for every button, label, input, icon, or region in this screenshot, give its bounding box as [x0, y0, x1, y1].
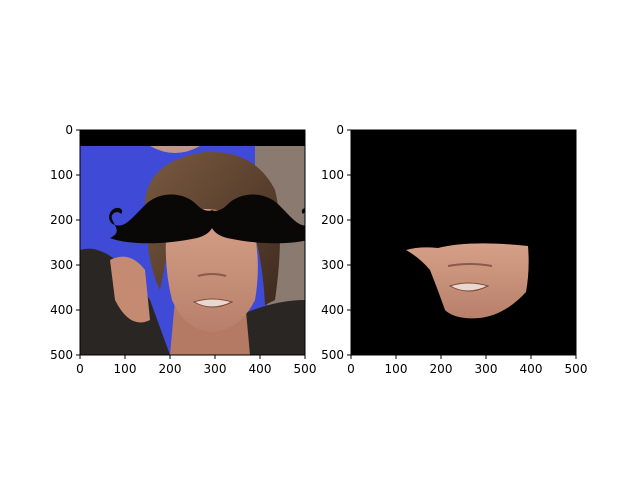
mustache-mask: [109, 194, 305, 244]
left-ytick-label-0: 0: [65, 123, 73, 137]
right-xtick-label-0: 0: [347, 362, 355, 376]
hand: [110, 256, 150, 323]
left-ytick-label-4: 400: [50, 303, 73, 317]
left-image-panel: [80, 130, 305, 355]
left-xtick-label-4: 400: [249, 362, 272, 376]
left-ytick-label-1: 100: [50, 168, 73, 182]
left-xtick-label-5: 500: [294, 362, 317, 376]
right-xtick-label-4: 400: [520, 362, 543, 376]
left-ytick-label-5: 500: [50, 348, 73, 362]
right-ytick-label-0: 0: [336, 123, 344, 137]
left-ytick-label-3: 300: [50, 258, 73, 272]
right-ytick-label-5: 500: [321, 348, 344, 362]
left-axes-frame: [79, 129, 306, 356]
right-axes-frame: [350, 129, 577, 356]
left-ytick-label-2: 200: [50, 213, 73, 227]
right-xtick-label-5: 500: [565, 362, 588, 376]
hair: [145, 151, 280, 305]
top-black-band: [80, 130, 305, 146]
left-xtick-label-2: 200: [159, 362, 182, 376]
right-xtick-label-3: 300: [475, 362, 498, 376]
face: [165, 208, 258, 332]
black-background: [351, 130, 576, 355]
right-ytick-label-2: 200: [321, 213, 344, 227]
left-xtick-label-3: 300: [204, 362, 227, 376]
segmented-face: [406, 243, 529, 319]
right-xtick-label-1: 100: [385, 362, 408, 376]
right-ytick-label-1: 100: [321, 168, 344, 182]
right-ytick-label-3: 300: [321, 258, 344, 272]
right-image-panel: [351, 130, 576, 355]
right-xtick-label-2: 200: [430, 362, 453, 376]
left-xtick-label-0: 0: [76, 362, 84, 376]
right-ytick-label-4: 400: [321, 303, 344, 317]
left-xtick-label-1: 100: [114, 362, 137, 376]
